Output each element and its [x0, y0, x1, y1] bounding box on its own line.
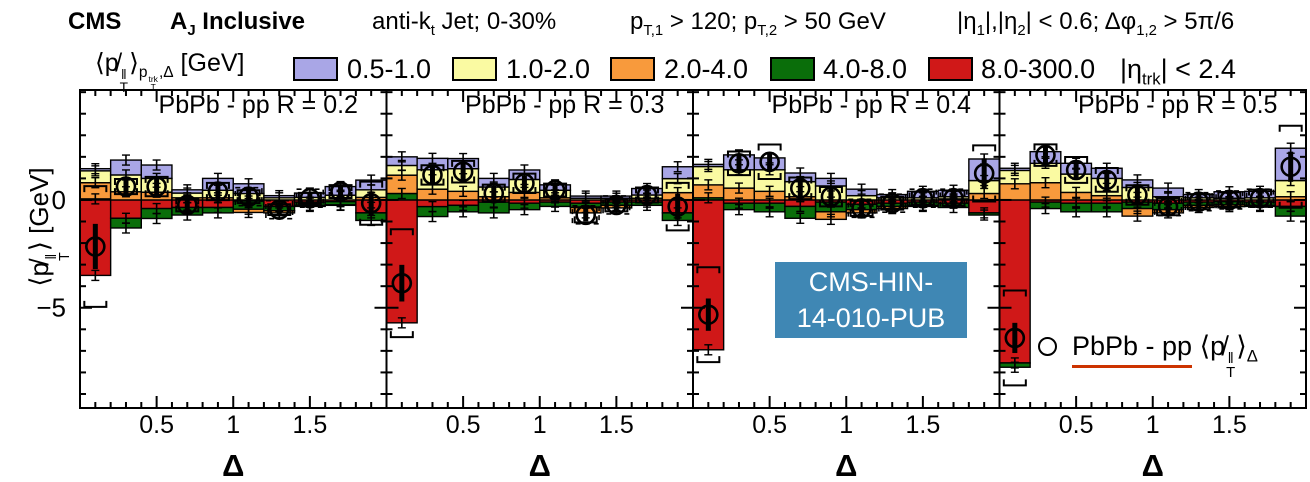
svg-text:1.5: 1.5: [905, 411, 940, 439]
pt-cuts-label: pT,1 > 120; pT,2 > 50 GeV: [630, 8, 886, 39]
legend-swatch-2.0-4.0: [610, 57, 655, 81]
svg-text:0.5: 0.5: [446, 411, 481, 439]
legend-label-4.0-8.0: 4.0-8.0: [823, 54, 908, 84]
legend-swatch-4.0-8.0: [770, 57, 815, 81]
legend-label-8.0-300.0: 8.0-300.0: [981, 54, 1096, 84]
cms-label: CMS: [68, 8, 122, 35]
panel-2: PbPb - pp R = 0.3 0.5 1 1.5 Δ: [385, 89, 694, 482]
panel-4: PbPb - pp R = 0.5 0.5 1 1.5 Δ: [998, 89, 1307, 482]
legend-label-1.0-2.0: 1.0-2.0: [506, 54, 591, 84]
total-point-legend: PbPb - pp ⟨p̸ ‖ T ⟩Δ: [1038, 331, 1258, 382]
y-tick-label: 0: [52, 185, 66, 215]
svg-text:1.5: 1.5: [1212, 411, 1247, 439]
panel-title-1: PbPb - pp R = 0.2: [159, 91, 358, 119]
panel-title-3: PbPb - pp R = 0.4: [772, 91, 972, 119]
legend-title: ⟨p̸ ‖ T ⟩p trk T ,Δ [GeV]: [95, 49, 245, 95]
legend-swatch-0.5-1.0: [293, 57, 338, 81]
x-axis-label-4: Δ: [1142, 448, 1164, 482]
x-axis-label-3: Δ: [835, 448, 857, 482]
eta-trk-cut-label: |ηtrk| < 2.4: [1120, 54, 1236, 89]
panel-3: PbPb - pp R = 0.4 0.5 1 1.5 Δ: [692, 89, 1001, 482]
svg-text:1: 1: [1146, 411, 1160, 439]
total-point-legend-text: PbPb - pp ⟨p̸ ‖ T ⟩Δ: [1072, 331, 1258, 382]
aj-inclusive-label: AJ Inclusive: [170, 8, 306, 39]
legend-label-0.5-1.0: 0.5-1.0: [347, 54, 432, 84]
panel-1: PbPb - pp R = 0.2 0.5 1 1.5 Δ: [79, 89, 388, 482]
y-tick-label: −5: [36, 293, 66, 323]
antikt-jet-label: anti-kt Jet; 0-30%: [372, 8, 557, 39]
panel-title-4: PbPb - pp R = 0.5: [1078, 91, 1277, 119]
svg-text:1: 1: [533, 411, 547, 439]
legend-label-2.0-4.0: 2.0-4.0: [664, 54, 749, 84]
svg-text:1.5: 1.5: [599, 411, 634, 439]
panel-title-2: PbPb - pp R = 0.3: [465, 91, 664, 119]
svg-text:0.5: 0.5: [1059, 411, 1094, 439]
x-axis-label-1: Δ: [222, 448, 244, 482]
publication-badge-line2: 14-010-PUB: [796, 303, 946, 333]
legend-swatch-8.0-300.0: [928, 57, 973, 81]
legend-swatch-1.0-2.0: [452, 57, 497, 81]
svg-text:1: 1: [226, 411, 240, 439]
svg-text:0.5: 0.5: [139, 411, 174, 439]
open-circle-marker-icon: [1038, 337, 1057, 356]
svg-text:1: 1: [839, 411, 853, 439]
publication-badge-line1: CMS-HIN-: [808, 267, 934, 297]
svg-text:1.5: 1.5: [292, 411, 327, 439]
x-axis-label-2: Δ: [529, 448, 551, 482]
publication-badge: CMS-HIN- 14-010-PUB: [775, 262, 967, 338]
eta-phi-cuts-label: |η1|,|η2| < 0.6; Δφ1,2 > 5π/6: [957, 8, 1235, 39]
svg-text:0.5: 0.5: [752, 411, 787, 439]
